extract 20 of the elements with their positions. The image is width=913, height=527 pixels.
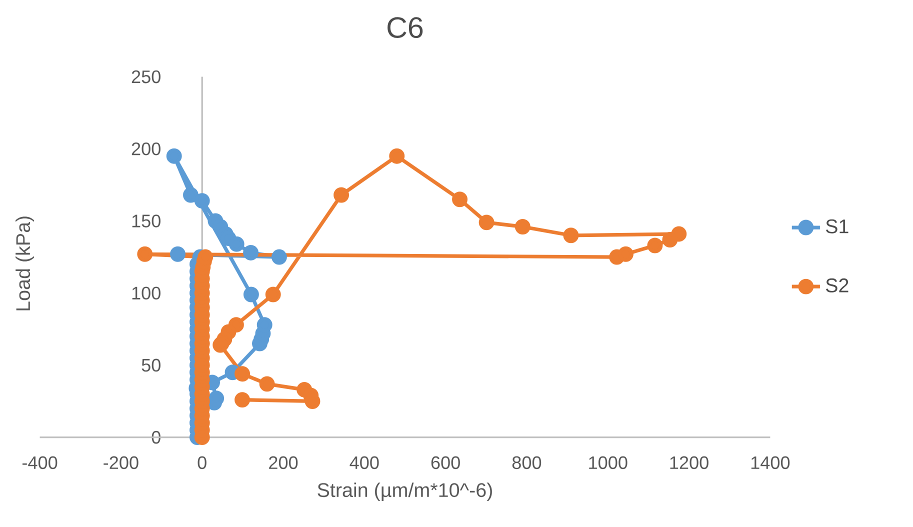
x-tick-label: 1400: [751, 456, 790, 469]
legend-label: S2: [826, 278, 848, 292]
x-tick-label: 1000: [589, 456, 628, 469]
x-tick-label: 1200: [670, 456, 708, 469]
x-tick-label: -400: [22, 456, 58, 469]
chart-title: C6: [388, 16, 423, 38]
x-tick-label: 800: [512, 456, 542, 469]
legend-label: S1: [826, 219, 848, 234]
x-axis-title: Strain (µm/m*10^-6): [318, 482, 492, 501]
y-tick-label: 50: [142, 358, 160, 372]
y-tick-label: 150: [132, 214, 160, 228]
x-tick-label: 600: [431, 456, 460, 469]
x-tick-label: -200: [104, 456, 138, 469]
y-tick-label: 200: [132, 142, 160, 156]
x-tick-label: 0: [198, 456, 206, 469]
x-tick-label: 400: [350, 456, 379, 469]
y-tick-label: 250: [132, 70, 160, 84]
y-axis-title: Load (kPa): [16, 216, 34, 310]
x-tick-label: 200: [269, 456, 298, 469]
y-tick-label: 100: [132, 286, 160, 300]
